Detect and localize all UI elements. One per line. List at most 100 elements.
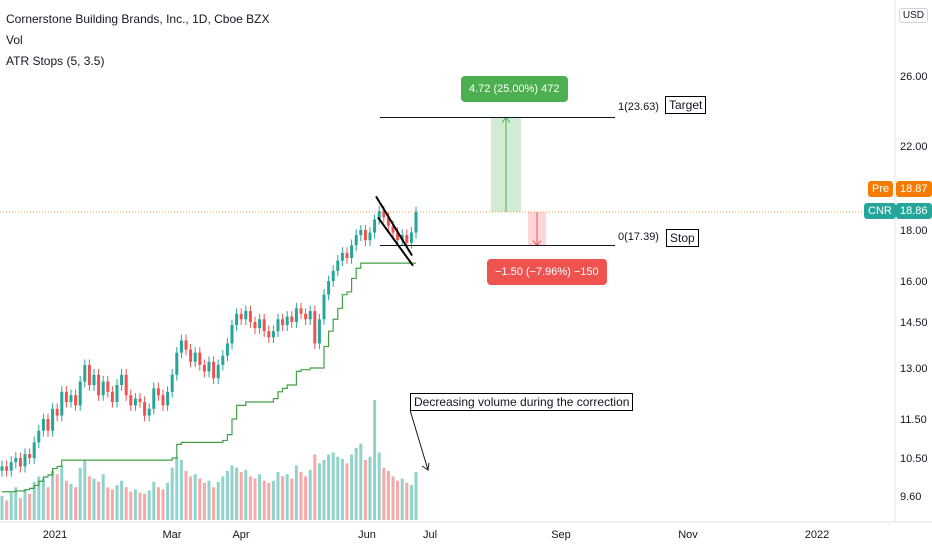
volume-bar-85 <box>391 476 395 520</box>
candle-73 <box>336 260 340 271</box>
atr-stops-path <box>2 262 416 493</box>
candle-35 <box>161 395 165 406</box>
volume-bar-89 <box>409 485 413 520</box>
volume-bar-24 <box>110 489 114 520</box>
volume-bar-55 <box>253 478 257 520</box>
profit-measure-label: 4.72 (25.00%) 472 <box>461 76 568 102</box>
volume-bar-54 <box>248 476 252 520</box>
candle-33 <box>152 388 156 409</box>
target-annotation[interactable]: Target <box>665 96 707 114</box>
volume-bar-66 <box>304 476 308 520</box>
volume-indicator-label[interactable]: Vol <box>6 33 23 47</box>
candle-27 <box>124 374 128 396</box>
volume-bar-23 <box>106 487 110 520</box>
atr-stops-indicator-label[interactable]: ATR Stops (5, 3.5) <box>6 54 105 68</box>
volume-bar-28 <box>129 491 133 520</box>
candle-88 <box>405 235 409 243</box>
candle-36 <box>166 391 170 406</box>
volume-bar-51 <box>235 467 239 520</box>
candle-65 <box>299 308 303 314</box>
volume-bar-84 <box>386 470 390 520</box>
candle-38 <box>175 352 179 375</box>
volume-bar-49 <box>225 470 229 520</box>
volume-bar-32 <box>147 490 151 520</box>
candle-53 <box>244 311 248 320</box>
candle-69 <box>317 319 321 344</box>
candle-25 <box>115 385 119 402</box>
price-axis[interactable]: 26.00 22.00 18.00 16.00 14.50 13.00 11.50 10.50… <box>900 71 928 503</box>
candle-29 <box>133 398 137 406</box>
volume-bar-12 <box>55 474 59 520</box>
candle-44 <box>202 364 206 372</box>
last-price-tag: 18.86 <box>896 203 932 219</box>
candle-50 <box>230 325 234 344</box>
candle-26 <box>120 374 124 385</box>
candle-0 <box>0 466 4 471</box>
volume-bar-64 <box>294 465 298 520</box>
volume-bar-31 <box>143 493 147 520</box>
volume-bar-22 <box>101 474 105 520</box>
volume-bar-77 <box>354 448 358 520</box>
candle-40 <box>184 340 188 350</box>
volume-bar-79 <box>363 460 367 520</box>
time-tick-6: Nov <box>678 529 698 541</box>
volume-bar-45 <box>207 480 211 520</box>
volume-bars <box>0 400 418 520</box>
volume-bar-73 <box>336 456 340 520</box>
candle-82 <box>377 211 381 220</box>
volume-bar-21 <box>97 481 101 520</box>
candle-37 <box>170 374 174 392</box>
stop-annotation[interactable]: Stop <box>666 229 699 247</box>
volume-bar-1 <box>5 500 9 520</box>
volume-bar-26 <box>120 480 124 520</box>
volume-bar-2 <box>9 492 13 520</box>
time-axis[interactable]: 2021 Mar Apr Jun Jul Sep Nov 2022 <box>43 529 829 541</box>
candle-13 <box>60 391 64 416</box>
volume-bar-90 <box>414 472 418 520</box>
price-tick-1: 22.00 <box>900 141 928 153</box>
candle-15 <box>69 395 73 402</box>
candle-47 <box>216 364 220 379</box>
volume-bar-60 <box>276 472 280 520</box>
volume-bar-8 <box>37 476 41 520</box>
candle-46 <box>212 361 216 379</box>
volume-bar-48 <box>221 476 225 520</box>
measure-tools <box>491 116 546 247</box>
candle-42 <box>193 352 197 362</box>
volume-bar-6 <box>28 493 32 520</box>
pre-market-price: 18.87 <box>896 181 932 197</box>
volume-bar-71 <box>327 454 331 520</box>
candle-24 <box>110 391 114 402</box>
time-tick-1: Mar <box>163 529 182 541</box>
volume-bar-29 <box>133 489 137 520</box>
volume-note-annotation[interactable]: Decreasing volume during the correction <box>410 393 634 411</box>
volume-bar-76 <box>350 454 354 520</box>
volume-bar-59 <box>271 480 275 520</box>
price-tick-5: 13.00 <box>900 363 928 375</box>
drawings <box>0 116 895 471</box>
candle-43 <box>198 352 202 365</box>
price-tick-0: 26.00 <box>900 71 928 83</box>
volume-bar-33 <box>152 481 156 520</box>
volume-bar-0 <box>0 496 4 520</box>
candle-19 <box>87 364 91 385</box>
volume-bar-86 <box>396 480 400 520</box>
candle-7 <box>32 442 36 458</box>
volume-bar-5 <box>23 489 27 520</box>
candle-85 <box>391 225 395 233</box>
volume-bar-82 <box>377 452 381 520</box>
currency-button[interactable]: USD <box>898 8 928 23</box>
volume-bar-83 <box>382 467 386 520</box>
candle-55 <box>253 322 257 329</box>
volume-bar-87 <box>400 478 404 520</box>
candle-76 <box>350 245 354 259</box>
candle-74 <box>340 252 344 261</box>
candle-64 <box>294 308 298 322</box>
symbol-label: CNR <box>864 203 896 219</box>
candle-12 <box>55 408 59 416</box>
fib-level-top-label: 1(23.63) <box>618 101 659 113</box>
candle-61 <box>281 319 285 326</box>
candle-31 <box>143 402 147 416</box>
time-tick-3: Jun <box>358 529 376 541</box>
